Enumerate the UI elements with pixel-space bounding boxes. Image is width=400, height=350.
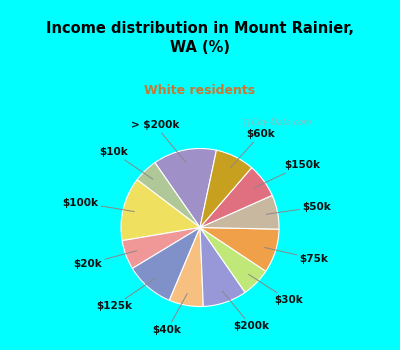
Text: $125k: $125k <box>96 278 155 312</box>
Text: White residents: White residents <box>144 84 256 97</box>
Text: $60k: $60k <box>231 129 275 167</box>
Wedge shape <box>121 180 200 241</box>
Text: Income distribution in Mount Rainier,
WA (%): Income distribution in Mount Rainier, WA… <box>46 21 354 55</box>
Text: $40k: $40k <box>153 294 187 335</box>
Text: > $200k: > $200k <box>131 120 186 162</box>
Text: $150k: $150k <box>254 160 320 188</box>
Text: $50k: $50k <box>266 202 331 214</box>
Wedge shape <box>200 228 279 271</box>
Wedge shape <box>200 168 272 228</box>
Wedge shape <box>200 228 245 307</box>
Wedge shape <box>155 148 216 228</box>
Wedge shape <box>137 163 200 228</box>
Text: $100k: $100k <box>63 198 134 212</box>
Text: $20k: $20k <box>74 251 136 269</box>
Text: $30k: $30k <box>249 274 303 306</box>
Text: $200k: $200k <box>222 291 269 331</box>
Wedge shape <box>200 150 252 228</box>
Wedge shape <box>200 228 266 292</box>
Wedge shape <box>132 228 200 300</box>
Wedge shape <box>169 228 203 307</box>
Wedge shape <box>200 195 279 229</box>
Wedge shape <box>122 228 200 268</box>
Text: $75k: $75k <box>264 247 328 264</box>
Text: $10k: $10k <box>99 147 153 179</box>
Text: ⓘ City-Data.com: ⓘ City-Data.com <box>244 118 311 127</box>
